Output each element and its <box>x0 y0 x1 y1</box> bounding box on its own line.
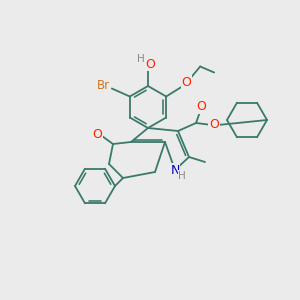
Text: O: O <box>145 58 155 70</box>
Text: O: O <box>92 128 102 140</box>
Text: Br: Br <box>97 79 110 92</box>
Text: H: H <box>137 54 145 64</box>
Text: O: O <box>196 100 206 113</box>
Text: H: H <box>178 171 186 181</box>
Text: N: N <box>170 164 180 176</box>
Text: O: O <box>181 76 191 89</box>
Text: O: O <box>209 118 219 131</box>
